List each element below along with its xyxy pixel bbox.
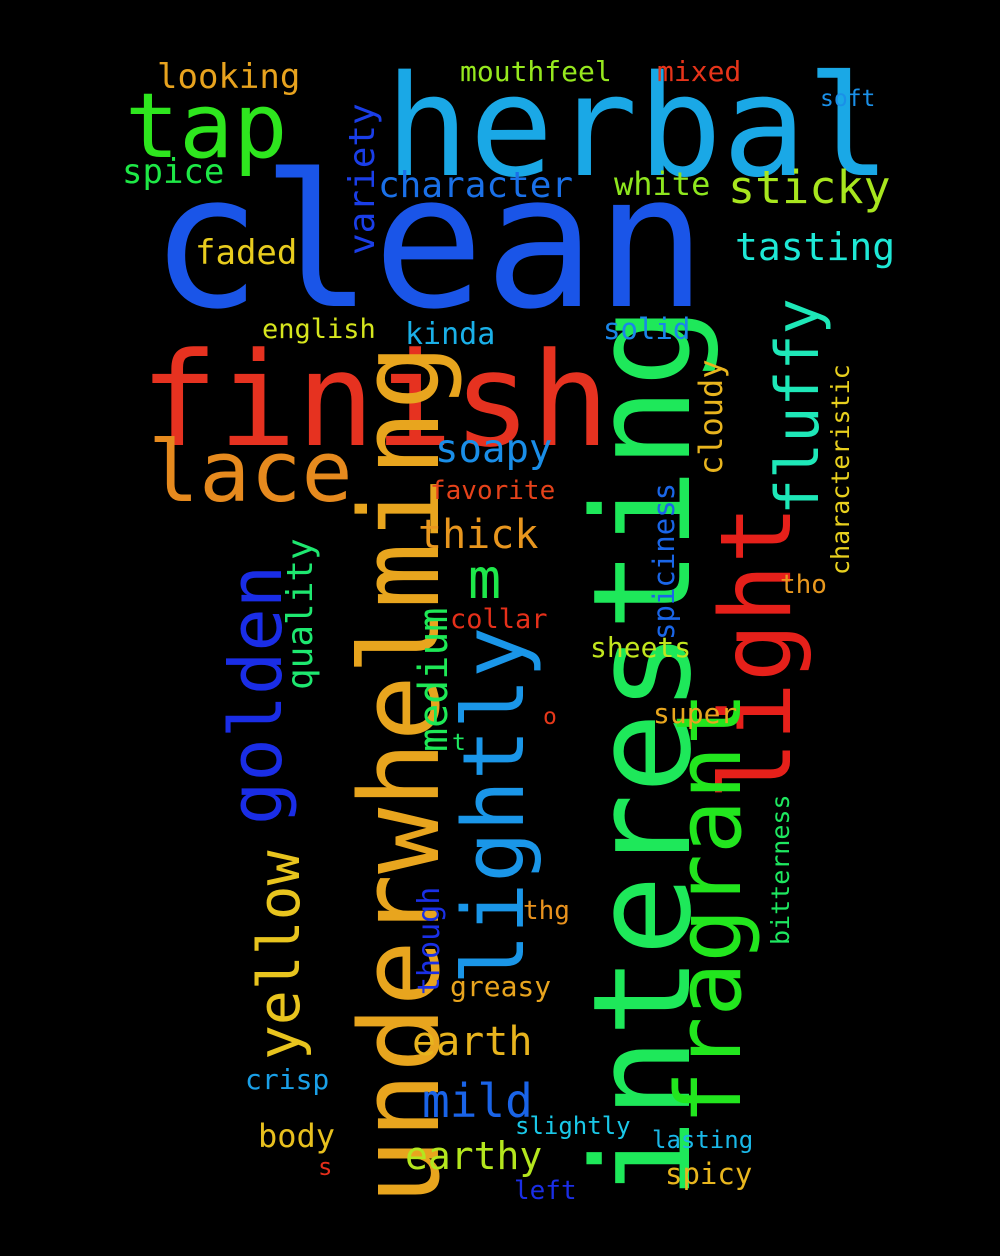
word-mixed: mixed [657,55,742,88]
word-s: s [318,1153,333,1181]
word-spiciness: spiciness [647,482,681,640]
word-tho: tho [780,570,827,600]
word-herbal: herbal [385,46,891,209]
word-yellow: yellow [245,850,313,1060]
word-white: white [614,165,711,203]
word-clean: clean [150,134,707,350]
word-finish: finish [140,324,610,476]
word-collar: collar [450,604,548,635]
word-bitterness: bitterness [766,794,795,945]
word-characteristic: characteristic [826,364,855,575]
word-fluffy: fluffy [763,298,833,515]
word-kinda: kinda [405,317,496,352]
word-body: body [258,1117,336,1155]
word-crisp: crisp [245,1063,330,1096]
word-lace: lace [148,423,353,522]
word-variety: variety [342,103,383,255]
word-solid: solid [603,312,691,346]
word-thg: thg [523,896,570,926]
word-english: english [262,314,376,345]
word-o: o [543,704,557,730]
word-earth: earth [412,1019,533,1065]
word-favorite: favorite [430,476,556,506]
word-earthy: earthy [405,1134,543,1178]
word-fragrant: fragrant [657,691,762,1125]
word-sheets: sheets [590,631,692,664]
word-thick: thick [418,512,539,558]
word-though: though [412,886,447,995]
word-faded: faded [195,233,298,273]
word-slightly: slightly [515,1112,631,1140]
word-tasting: tasting [735,225,896,269]
word-left: left [514,1176,577,1206]
word-spicy: spicy [665,1157,753,1191]
word-t: t [452,730,466,756]
word-mild: mild [422,1074,533,1128]
word-soapy: soapy [435,427,553,472]
word-tap: tap [125,74,288,179]
word-lightly: lightly [445,626,544,985]
word-medium: medium [411,607,457,753]
word-character: character [378,165,574,206]
word-super: super [653,697,738,730]
word-cloudy: cloudy [692,359,730,475]
word-quality: quality [280,538,321,690]
word-m: m [468,547,502,611]
word-mouthfeel: mouthfeel [460,55,612,88]
word-sticky: sticky [728,161,891,214]
word-soft: soft [820,86,876,112]
word-lasting: lasting [652,1126,754,1154]
word-spice: spice [122,152,225,192]
word-looking: looking [157,57,301,97]
word-greasy: greasy [450,970,552,1003]
